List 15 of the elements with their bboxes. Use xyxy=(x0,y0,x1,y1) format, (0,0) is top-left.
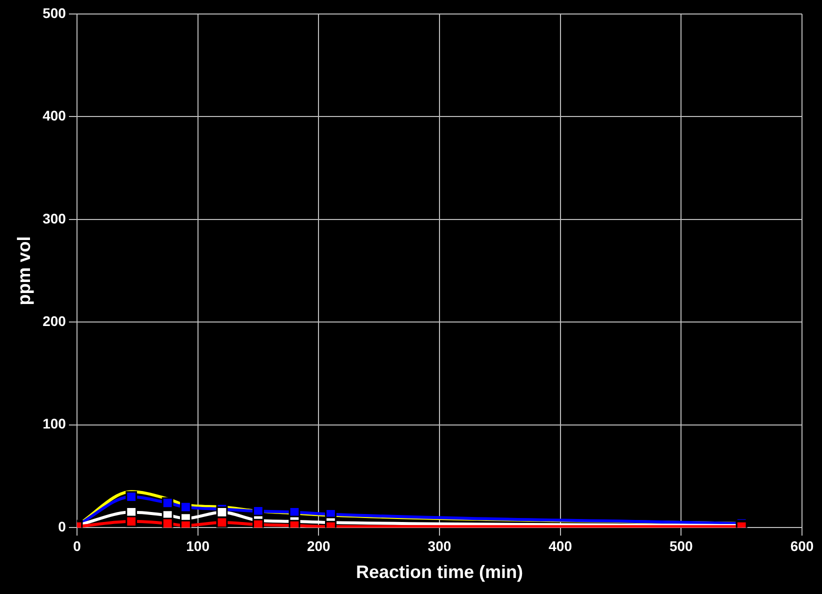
x-axis-title: Reaction time (min) xyxy=(356,562,523,582)
x-tick-label: 400 xyxy=(548,538,572,554)
x-tick-label: 500 xyxy=(669,538,694,554)
x-tick-label: 200 xyxy=(306,538,331,554)
y-tick-label: 100 xyxy=(42,416,66,432)
y-tick-label: 500 xyxy=(42,4,66,21)
x-tick-label: 100 xyxy=(186,538,210,554)
y-tick-label: 300 xyxy=(42,210,66,226)
x-tick-label: 0 xyxy=(73,538,82,554)
y-tick-label: 200 xyxy=(42,313,66,330)
x-tick-label: 300 xyxy=(428,538,452,554)
y-tick-label: 0 xyxy=(58,518,66,534)
y-tick-label: 400 xyxy=(42,108,66,124)
x-tick-label: 600 xyxy=(790,538,814,554)
y-axis-title: ppm vol xyxy=(14,236,34,306)
